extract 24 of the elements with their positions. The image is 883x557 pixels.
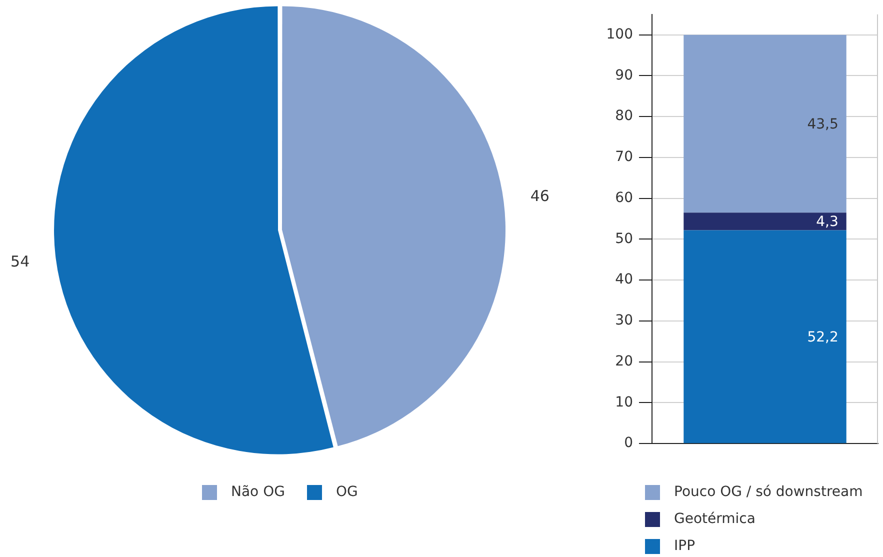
legend-label: Geotérmica [674, 511, 756, 527]
y-tick-label: 40 [615, 272, 633, 288]
data-label: 52,2 [807, 329, 838, 346]
legend-label: OG [336, 484, 358, 500]
y-tick-label: 100 [606, 26, 633, 42]
bar [684, 230, 846, 444]
y-tick-label: 50 [615, 230, 633, 247]
data-label: 4,3 [816, 214, 838, 230]
bar [684, 34, 846, 213]
y-tick-label: 80 [615, 108, 633, 124]
y-tick-label: 0 [624, 435, 633, 452]
legend-label: Não OG [231, 484, 285, 500]
data-label: 46 [530, 187, 550, 206]
y-tick-label: 90 [615, 67, 633, 84]
y-tick-label: 10 [615, 394, 633, 410]
y-tick-label: 30 [615, 312, 633, 329]
y-tick-label: 60 [615, 190, 633, 206]
y-tick-label: 20 [615, 353, 633, 370]
y-tick-label: 70 [615, 149, 633, 166]
data-label: 43,5 [807, 116, 838, 132]
data-label: 54 [10, 252, 30, 271]
legend-label: Pouco OG / só downstream [674, 484, 863, 500]
bar [684, 212, 846, 230]
legend-label: IPP [674, 538, 696, 554]
